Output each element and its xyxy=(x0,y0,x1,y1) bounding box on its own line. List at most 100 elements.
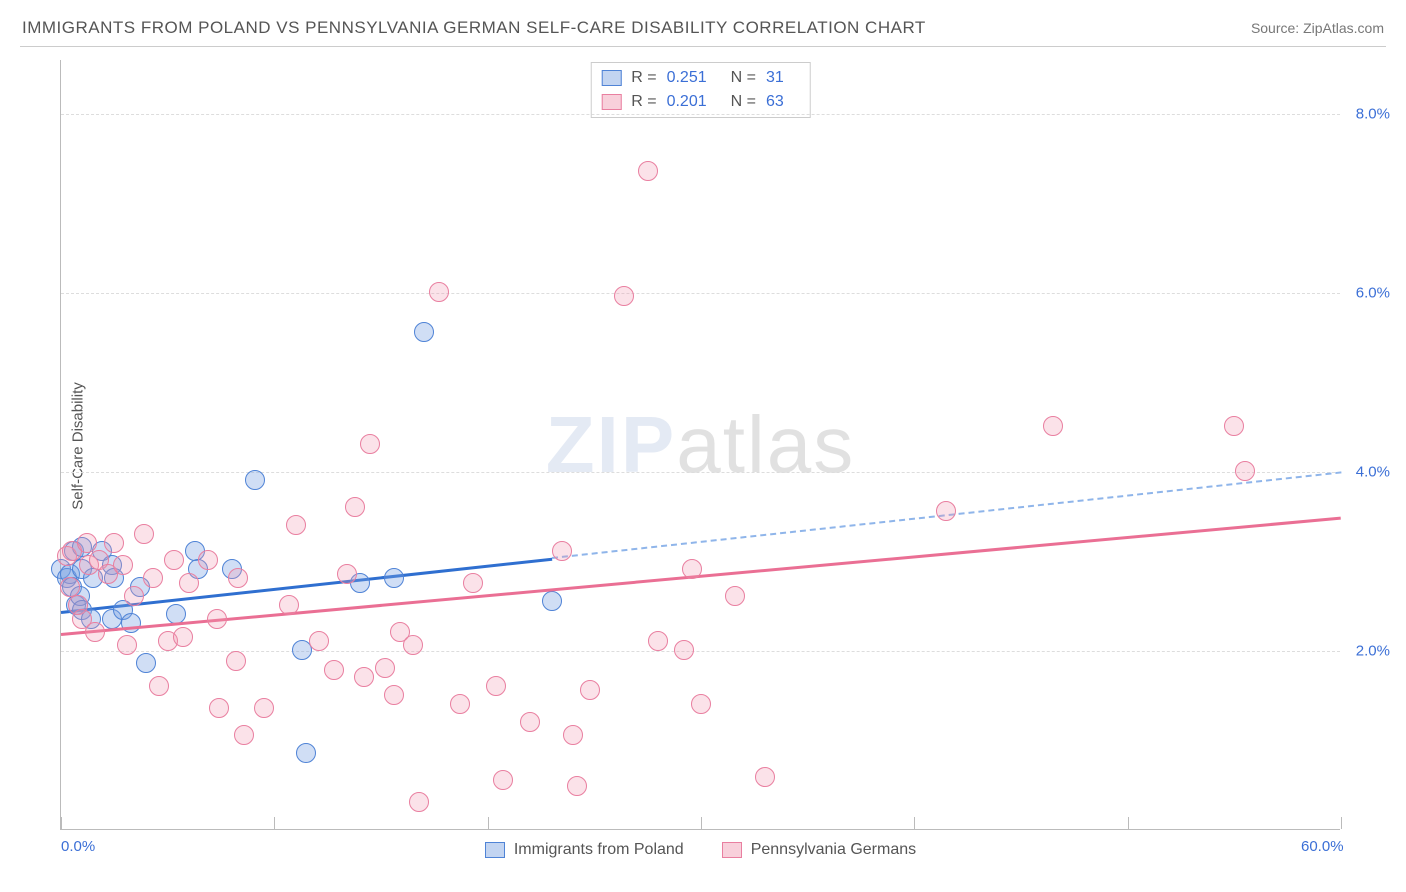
data-point xyxy=(409,792,429,812)
data-point xyxy=(936,501,956,521)
data-point xyxy=(117,635,137,655)
data-point xyxy=(674,640,694,660)
x-tick-label: 60.0% xyxy=(1301,838,1344,855)
scatter-plot: ZIPatlas R = 0.251 N = 31 R = 0.201 N = … xyxy=(60,60,1340,830)
data-point xyxy=(580,680,600,700)
data-point xyxy=(450,694,470,714)
swatch-blue-icon xyxy=(601,70,621,86)
data-point xyxy=(104,533,124,553)
data-point xyxy=(360,434,380,454)
r-value-pink: 0.201 xyxy=(667,90,707,114)
r-label-blue: R = xyxy=(631,66,656,90)
watermark: ZIPatlas xyxy=(546,399,855,491)
tick-v xyxy=(1128,817,1129,829)
tick-v xyxy=(61,817,62,829)
data-point xyxy=(567,776,587,796)
data-point xyxy=(245,470,265,490)
data-point xyxy=(226,651,246,671)
data-point xyxy=(563,725,583,745)
data-point xyxy=(691,694,711,714)
swatch-blue-icon xyxy=(485,842,505,858)
data-point xyxy=(198,550,218,570)
legend-top-row-blue: R = 0.251 N = 31 xyxy=(601,66,798,90)
legend-label-blue: Immigrants from Poland xyxy=(514,841,684,859)
chart-title: IMMIGRANTS FROM POLAND VS PENNSYLVANIA G… xyxy=(22,18,926,38)
data-point xyxy=(375,658,395,678)
x-tick-label: 0.0% xyxy=(61,838,95,855)
y-tick-label: 6.0% xyxy=(1346,284,1390,301)
legend-top-row-pink: R = 0.201 N = 63 xyxy=(601,90,798,114)
data-point xyxy=(113,555,133,575)
gridline-h xyxy=(61,293,1340,294)
n-value-blue: 31 xyxy=(766,66,784,90)
data-point xyxy=(134,524,154,544)
y-tick-label: 8.0% xyxy=(1346,105,1390,122)
data-point xyxy=(173,627,193,647)
data-point xyxy=(143,568,163,588)
data-point xyxy=(209,698,229,718)
data-point xyxy=(1043,416,1063,436)
data-point xyxy=(520,712,540,732)
data-point xyxy=(345,497,365,517)
data-point xyxy=(682,559,702,579)
data-point xyxy=(164,550,184,570)
tick-v xyxy=(274,817,275,829)
data-point xyxy=(486,676,506,696)
data-point xyxy=(309,631,329,651)
tick-v xyxy=(914,817,915,829)
chart-header: IMMIGRANTS FROM POLAND VS PENNSYLVANIA G… xyxy=(22,18,1384,38)
data-point xyxy=(648,631,668,651)
source-label: Source: ZipAtlas.com xyxy=(1251,20,1384,36)
data-point xyxy=(493,770,513,790)
data-point xyxy=(403,635,423,655)
data-point xyxy=(149,676,169,696)
data-point xyxy=(1224,416,1244,436)
data-point xyxy=(725,586,745,606)
data-point xyxy=(384,568,404,588)
header-divider xyxy=(20,46,1386,47)
n-label-pink: N = xyxy=(731,90,756,114)
data-point xyxy=(207,609,227,629)
data-point xyxy=(124,586,144,606)
y-tick-label: 4.0% xyxy=(1346,463,1390,480)
trendline xyxy=(61,517,1341,636)
swatch-pink-icon xyxy=(601,94,621,110)
data-point xyxy=(85,622,105,642)
data-point xyxy=(324,660,344,680)
tick-v xyxy=(1341,817,1342,829)
watermark-atlas: atlas xyxy=(676,400,855,489)
data-point xyxy=(254,698,274,718)
legend-bottom-blue: Immigrants from Poland xyxy=(485,841,684,859)
legend-bottom-pink: Pennsylvania Germans xyxy=(722,841,916,859)
data-point xyxy=(1235,461,1255,481)
r-label-pink: R = xyxy=(631,90,656,114)
tick-v xyxy=(701,817,702,829)
swatch-pink-icon xyxy=(722,842,742,858)
data-point xyxy=(463,573,483,593)
data-point xyxy=(279,595,299,615)
legend-label-pink: Pennsylvania Germans xyxy=(751,841,916,859)
tick-v xyxy=(488,817,489,829)
data-point xyxy=(429,282,449,302)
r-value-blue: 0.251 xyxy=(667,66,707,90)
data-point xyxy=(234,725,254,745)
data-point xyxy=(755,767,775,787)
watermark-zip: ZIP xyxy=(546,400,676,489)
data-point xyxy=(384,685,404,705)
legend-top: R = 0.251 N = 31 R = 0.201 N = 63 xyxy=(590,62,811,118)
data-point xyxy=(614,286,634,306)
data-point xyxy=(228,568,248,588)
data-point xyxy=(179,573,199,593)
data-point xyxy=(354,667,374,687)
y-tick-label: 2.0% xyxy=(1346,642,1390,659)
data-point xyxy=(296,743,316,763)
data-point xyxy=(77,533,97,553)
data-point xyxy=(136,653,156,673)
data-point xyxy=(337,564,357,584)
data-point xyxy=(286,515,306,535)
gridline-h xyxy=(61,651,1340,652)
gridline-h xyxy=(61,114,1340,115)
legend-bottom: Immigrants from Poland Pennsylvania Germ… xyxy=(61,841,1340,859)
n-label-blue: N = xyxy=(731,66,756,90)
data-point xyxy=(414,322,434,342)
